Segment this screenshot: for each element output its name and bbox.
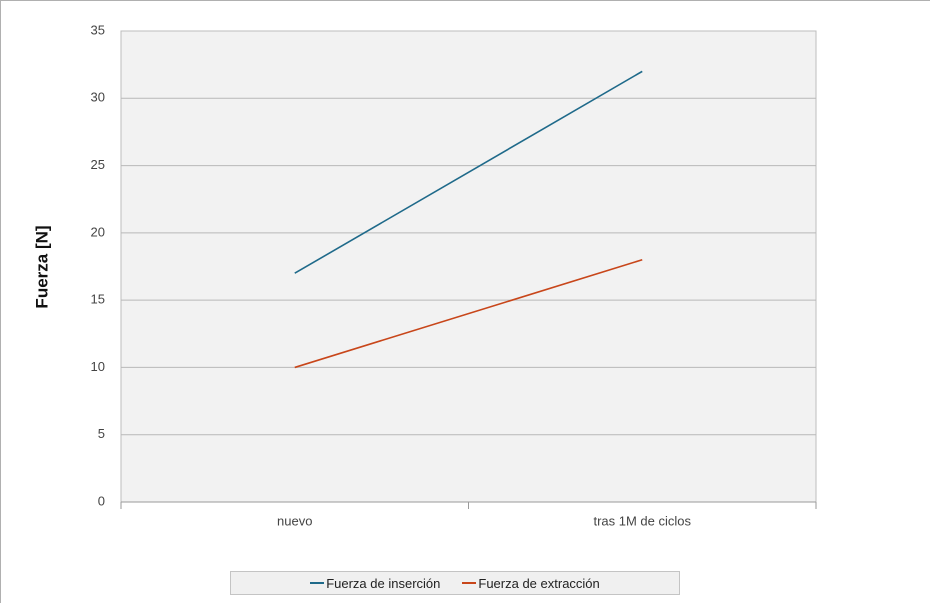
y-tick-label: 25 [91,157,105,172]
y-axis-label: Fuerza [N] [32,225,51,308]
y-tick-label: 0 [98,493,105,508]
y-tick-label: 5 [98,426,105,441]
x-tick-labels: nuevo tras 1M de ciclos [277,513,691,528]
axes [120,501,817,509]
y-tick-label: 10 [91,359,105,374]
series-line-2 [294,259,643,369]
x-tick-label: tras 1M de ciclos [593,513,691,528]
x-tick-label: nuevo [277,513,312,528]
legend-label-extraccion: Fuerza de extracción [478,575,600,591]
gridlines [121,97,816,436]
legend-item-extraccion: Fuerza de extracción [462,575,600,591]
y-tick-label: 35 [91,22,105,37]
series-line-1 [294,70,643,274]
legend-swatch-insercion [310,582,325,584]
y-tick-label: 30 [91,90,105,105]
series-lines [294,70,643,369]
legend-label-insercion: Fuerza de inserción [326,575,441,591]
plot-area [120,30,817,503]
y-tick-labels: 0 5 10 15 20 25 30 35 [91,22,105,508]
legend-swatch-extraccion [462,582,477,584]
y-tick-label: 20 [91,224,105,239]
y-tick-label: 15 [91,292,105,307]
legend-item-insercion: Fuerza de inserción [310,576,440,591]
legend: Fuerza de inserción Fuerza de extracción [230,571,680,595]
